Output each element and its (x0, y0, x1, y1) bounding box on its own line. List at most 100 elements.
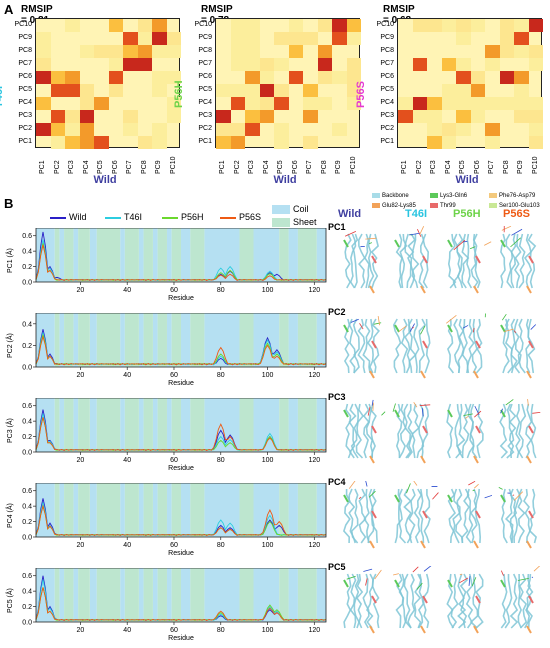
sheet-band (125, 228, 139, 282)
heatmap-cell-high (398, 110, 413, 123)
heatmap-cell (109, 58, 124, 71)
sheet-band (279, 228, 288, 282)
backbone-strand (467, 234, 471, 288)
y-axis-label: PC5 (Å) (5, 588, 14, 613)
backbone-strand (359, 234, 365, 288)
struct-legend-item: Phe76-Asp79 (489, 193, 535, 199)
backbone-strand (473, 319, 477, 373)
heatmap-cell (456, 97, 471, 110)
backbone-strand (518, 489, 524, 543)
motion-arrow (409, 233, 419, 235)
heatmap-cell (442, 19, 457, 32)
y-tick-label: 0.2 (22, 519, 32, 526)
struct-legend-item: Backbone (372, 193, 409, 199)
coil-band (90, 313, 97, 367)
highlight-segment (370, 541, 374, 548)
heatmap-cell (456, 58, 471, 71)
coil-band (317, 228, 326, 282)
motion-arrow (469, 576, 470, 586)
heatmap-cell-high (245, 71, 260, 84)
x-tick-label: 120 (308, 372, 320, 379)
x-tick-label: 20 (77, 287, 85, 294)
backbone-strand (352, 489, 358, 543)
highlight-segment (501, 325, 505, 332)
heatmap-cell (152, 136, 167, 149)
heatmap-col-label: PC7 (126, 160, 133, 174)
heatmap-wild-label: Wild (94, 174, 117, 186)
sheet-band (190, 398, 204, 452)
y-tick-label: 0.2 (22, 434, 32, 441)
heatmap-col-label: PC4 (263, 160, 270, 174)
legend-t46i: T46I (105, 212, 142, 222)
highlight-segment (423, 341, 427, 348)
coil-band (181, 313, 190, 367)
legend-coil: Coil (272, 204, 309, 214)
highlight-segment (421, 371, 425, 378)
coil-band (139, 313, 144, 367)
x-tick-label: 80 (217, 287, 225, 294)
heatmap-cell (152, 84, 167, 97)
heatmap-row-label: PC7 (368, 60, 394, 67)
sheet-band (239, 313, 253, 367)
heatmap-cell-high (138, 45, 153, 58)
coil-band (73, 228, 78, 282)
backbone-strand (369, 234, 374, 288)
heatmap-cell-high (216, 110, 231, 123)
structure-wild-pc5 (336, 566, 388, 640)
sheet-band (172, 483, 181, 537)
heatmap-cell-high (152, 32, 167, 45)
heatmap-col-label: PC8 (321, 160, 328, 174)
heatmap-cell (529, 123, 544, 136)
heatmap-cell (274, 58, 289, 71)
coil-band (139, 398, 144, 452)
motion-arrow (424, 566, 432, 571)
coil-band (120, 398, 125, 452)
heatmap-row-label: PC8 (186, 47, 212, 54)
x-axis-label: Residue (168, 635, 194, 642)
heatmap-cell (123, 110, 138, 123)
heatmap-cell (514, 84, 529, 97)
heatmap-col-label: PC2 (234, 160, 241, 174)
heatmap-row-label: PC4 (368, 99, 394, 106)
heatmap-cell (529, 45, 544, 58)
y-axis-label: PC4 (Å) (5, 503, 14, 528)
sheet-band (125, 313, 139, 367)
y-tick-label: 0.2 (22, 604, 32, 611)
heatmap-row-label: PC8 (368, 47, 394, 54)
motion-arrow (366, 481, 367, 487)
heatmap-cell (529, 136, 544, 149)
coil-band (73, 398, 78, 452)
heatmap-cell-high (260, 84, 275, 97)
heatmap-cell (442, 97, 457, 110)
motion-arrow (499, 487, 503, 489)
heatmap-col-label: PC1 (39, 160, 46, 174)
x-tick-label: 80 (217, 457, 225, 464)
heatmap-cell (500, 19, 515, 32)
highlight-segment (448, 240, 452, 247)
sheet-band (144, 398, 153, 452)
y-tick-label: 0.4 (22, 321, 32, 328)
heatmap-row-label: PC10 (6, 21, 32, 28)
sheet-band (172, 313, 181, 367)
heatmap-col-label: PC5 (277, 160, 284, 174)
heatmap-cell (245, 32, 260, 45)
heatmap-cell (456, 32, 471, 45)
structure-wild-pc4 (336, 481, 388, 555)
heatmap-row-label: PC5 (368, 86, 394, 93)
x-tick-label: 40 (123, 287, 131, 294)
heatmap-cell-high (109, 71, 124, 84)
coil-band (167, 313, 172, 367)
coil-band (90, 228, 97, 282)
motion-arrow (393, 574, 399, 575)
heatmap-row-label: PC9 (368, 34, 394, 41)
heatmap-cell (36, 32, 51, 45)
backbone-strand (520, 574, 527, 628)
heatmap-cell (529, 97, 544, 110)
heatmap-row-label: PC10 (368, 21, 394, 28)
motion-arrow (484, 242, 491, 246)
highlight-segment (529, 511, 533, 518)
heatmap-cell-high (36, 71, 51, 84)
heatmap-cell-high (456, 71, 471, 84)
